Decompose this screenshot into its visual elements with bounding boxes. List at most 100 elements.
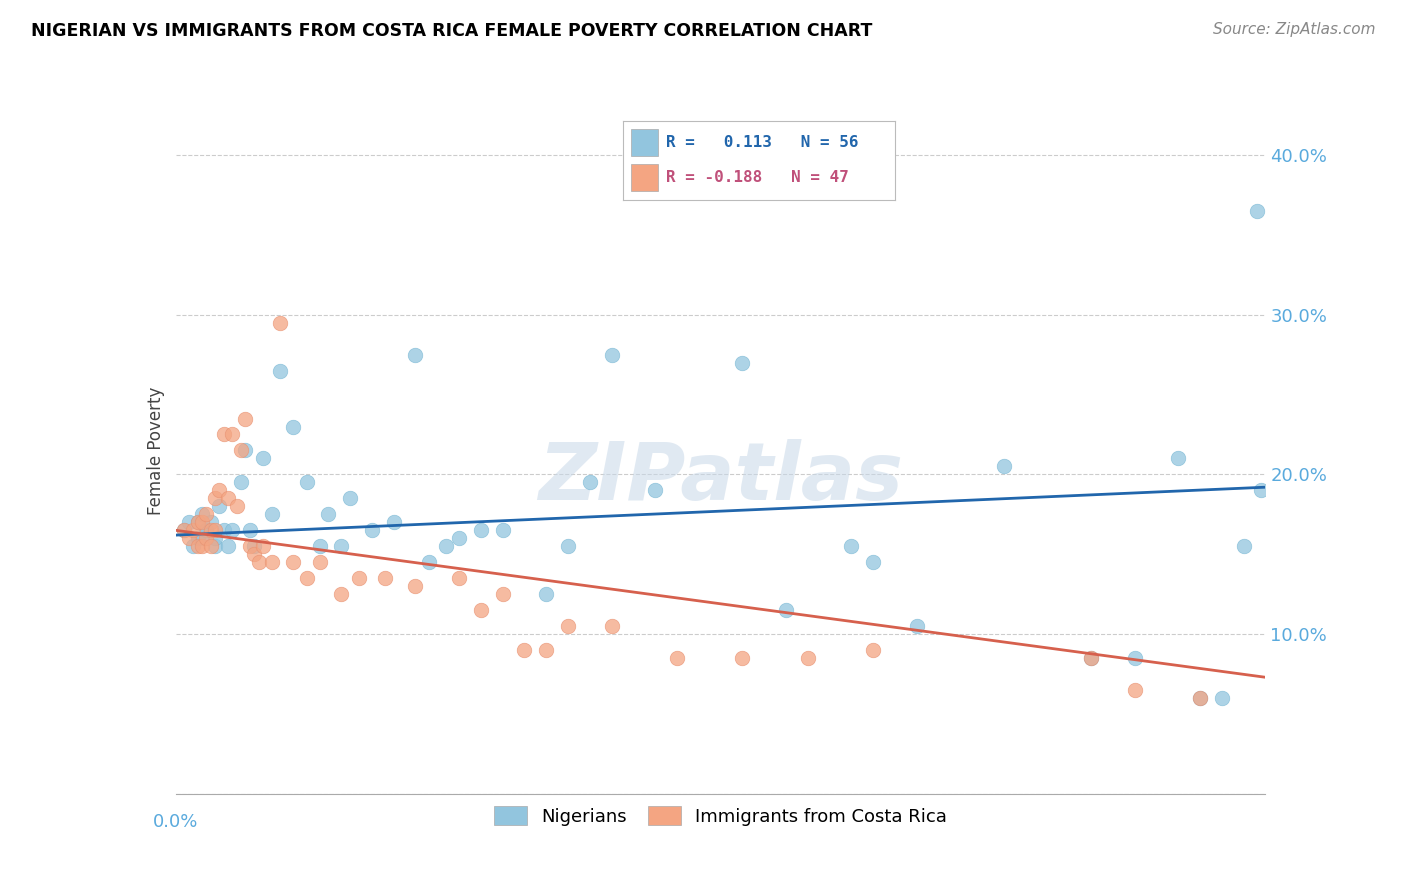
Point [382, 516, 405, 530]
Point [447, 571, 470, 585]
Point [1080, 651, 1102, 665]
Point [731, 356, 754, 370]
Point [1080, 651, 1102, 665]
Y-axis label: Female Poverty: Female Poverty [146, 386, 165, 515]
Point [173, 524, 195, 538]
Point [225, 500, 247, 514]
Point [186, 531, 209, 545]
Point [181, 539, 204, 553]
Point [191, 516, 214, 530]
Point [447, 531, 470, 545]
Point [200, 539, 222, 553]
Point [841, 539, 863, 553]
Point [862, 643, 884, 657]
Point [330, 587, 353, 601]
Point [239, 524, 262, 538]
Point [283, 555, 305, 569]
Point [239, 539, 262, 553]
Point [405, 579, 427, 593]
Point [534, 587, 557, 601]
Point [492, 524, 515, 538]
Point [600, 619, 623, 633]
Point [195, 524, 218, 538]
Point [204, 531, 226, 545]
Point [177, 516, 200, 530]
Point [191, 539, 214, 553]
Point [195, 524, 218, 538]
Point [1123, 683, 1146, 698]
Point [217, 491, 239, 506]
Point [177, 531, 200, 545]
Point [1232, 539, 1256, 553]
Point [195, 508, 218, 522]
Point [212, 427, 235, 442]
Point [644, 483, 666, 498]
Point [1250, 483, 1272, 498]
Point [1189, 691, 1212, 706]
Point [191, 508, 214, 522]
Point [195, 531, 218, 545]
Point [269, 316, 291, 330]
Point [252, 539, 274, 553]
Point [557, 619, 579, 633]
Point [796, 651, 818, 665]
Point [339, 491, 361, 506]
Point [247, 555, 270, 569]
Text: 0.0%: 0.0% [153, 814, 198, 831]
Point [347, 571, 370, 585]
Point [200, 524, 222, 538]
Point [204, 491, 226, 506]
Point [295, 475, 318, 490]
Point [775, 603, 797, 617]
Point [418, 555, 440, 569]
Point [208, 500, 231, 514]
Point [513, 643, 536, 657]
Point [492, 587, 515, 601]
Point [235, 411, 257, 425]
Point [208, 483, 231, 498]
Point [579, 475, 602, 490]
Point [204, 539, 226, 553]
Point [260, 508, 283, 522]
Point [186, 539, 209, 553]
Point [181, 524, 204, 538]
Point [295, 571, 318, 585]
Point [1246, 203, 1268, 218]
Point [470, 524, 492, 538]
Point [235, 443, 257, 458]
Point [173, 524, 195, 538]
Point [231, 443, 253, 458]
Point [243, 539, 266, 553]
Point [731, 651, 754, 665]
Text: Source: ZipAtlas.com: Source: ZipAtlas.com [1212, 22, 1375, 37]
Point [212, 524, 235, 538]
Point [283, 419, 305, 434]
Point [666, 651, 689, 665]
Point [360, 524, 382, 538]
Point [905, 619, 928, 633]
Point [243, 547, 266, 561]
Point [1123, 651, 1146, 665]
Text: ZIPatlas: ZIPatlas [538, 439, 903, 517]
Point [186, 516, 209, 530]
Point [1189, 691, 1212, 706]
Point [269, 363, 291, 377]
Point [405, 348, 427, 362]
Point [308, 539, 330, 553]
Point [217, 539, 239, 553]
Point [330, 539, 353, 553]
Text: NIGERIAN VS IMMIGRANTS FROM COSTA RICA FEMALE POVERTY CORRELATION CHART: NIGERIAN VS IMMIGRANTS FROM COSTA RICA F… [31, 22, 872, 40]
Point [534, 643, 557, 657]
Point [318, 508, 340, 522]
Point [434, 539, 457, 553]
Point [308, 555, 330, 569]
Point [260, 555, 283, 569]
Point [374, 571, 396, 585]
Point [862, 555, 884, 569]
Point [221, 524, 243, 538]
Point [600, 348, 623, 362]
Point [252, 451, 274, 466]
Point [191, 531, 214, 545]
Legend: Nigerians, Immigrants from Costa Rica: Nigerians, Immigrants from Costa Rica [486, 799, 955, 833]
Point [1211, 691, 1233, 706]
